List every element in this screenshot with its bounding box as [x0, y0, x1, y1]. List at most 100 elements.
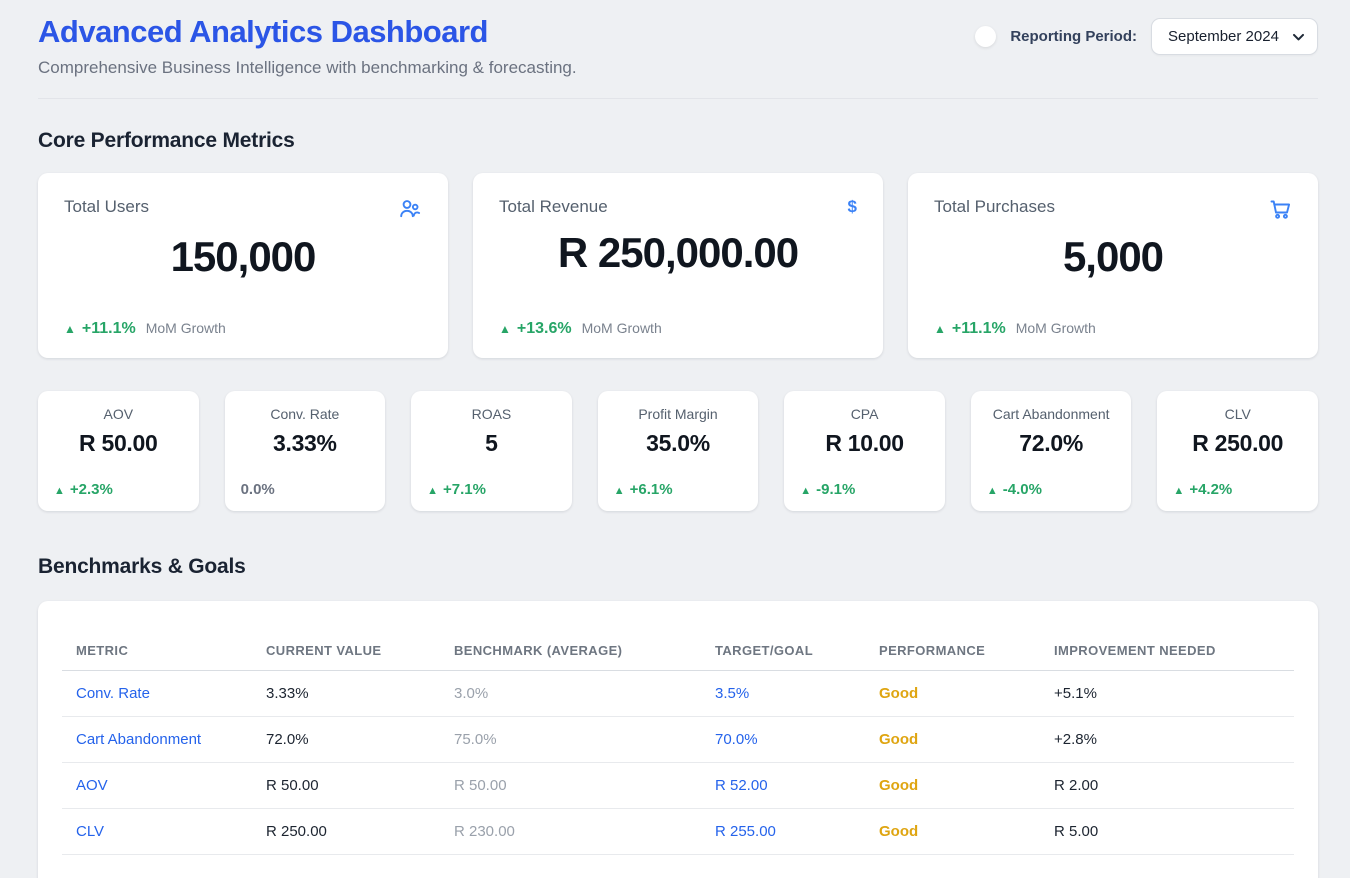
performance-badge: Good: [865, 716, 1040, 763]
benchmark-cell: R 50.00: [440, 762, 701, 809]
kpi-foot: ▲ +13.6% MoM Growth: [499, 320, 857, 338]
kpi-delta-note: MoM Growth: [1015, 320, 1096, 336]
improvement-needed-cell: R 2.00: [1040, 762, 1294, 809]
mini-card-label: Profit Margin: [638, 406, 718, 422]
kpi-foot: ▲ +11.1% MoM Growth: [934, 320, 1292, 338]
benchmark-cell: R 230.00: [440, 808, 701, 855]
table-row: AOV R 50.00 R 50.00 R 52.00 Good R 2.00: [62, 762, 1294, 809]
trend-up-icon: ▲: [934, 322, 946, 336]
mini-card-label: Conv. Rate: [270, 406, 340, 422]
current-value-cell: 72.0%: [252, 716, 440, 763]
kpi-value: 150,000: [170, 233, 317, 280]
target-goal-cell: 70.0%: [701, 716, 865, 763]
table-row: CLV R 250.00 R 230.00 R 255.00 Good R 5.…: [62, 808, 1294, 855]
users-icon: [398, 197, 422, 221]
performance-badge: Good: [865, 762, 1040, 809]
improvement-needed-cell: R 5.00: [1040, 808, 1294, 855]
metric-link[interactable]: AOV: [76, 777, 108, 794]
current-value-cell: R 50.00: [252, 762, 440, 809]
benchmark-cell: 75.0%: [440, 716, 701, 763]
mini-card-delta: ▲ -4.0%: [987, 481, 1116, 498]
trend-up-icon: ▲: [1173, 485, 1185, 497]
benchmark-cell: 3.0%: [440, 670, 701, 717]
mini-card: ROAS 5 ▲ +7.1%: [411, 391, 572, 511]
dollar-icon: $: [848, 197, 857, 217]
current-value-cell: R 250.00: [252, 808, 440, 855]
mini-card-value: 5: [485, 430, 498, 456]
mini-card-delta: ▲ +7.1%: [427, 481, 556, 498]
reporting-period-select[interactable]: September 2024: [1151, 18, 1318, 55]
mini-card-delta: ▲ +4.2%: [1173, 481, 1302, 498]
mini-card-delta-value: +7.1%: [443, 481, 486, 498]
mini-card: Cart Abandonment 72.0% ▲ -4.0%: [970, 391, 1132, 511]
mini-card-value: R 250.00: [1192, 430, 1284, 456]
mini-card-value: R 10.00: [825, 430, 904, 456]
mini-card: Profit Margin 35.0% ▲ +6.1%: [597, 391, 759, 511]
mini-card: CLV R 250.00 ▲ +4.2%: [1157, 391, 1318, 511]
performance-badge: Good: [865, 670, 1040, 717]
performance-badge: Good: [865, 808, 1040, 855]
mini-card-delta-value: +6.1%: [629, 481, 673, 498]
metric-link[interactable]: Cart Abandonment: [76, 731, 202, 748]
benchmarks-table: METRIC CURRENT VALUE BENCHMARK (AVERAGE)…: [62, 619, 1294, 855]
kpi-card-total-revenue: Total Revenue $ R 250,000.00 ▲ +13.6% Mo…: [473, 173, 883, 358]
mini-card-delta-value: -9.1%: [816, 481, 856, 498]
dollar-glyph: $: [847, 197, 857, 216]
mini-card: AOV R 50.00 ▲ +2.3%: [38, 391, 199, 511]
mini-card-value: R 50.00: [79, 430, 158, 456]
col-header-benchmark: BENCHMARK (AVERAGE): [440, 619, 701, 671]
theme-toggle-circle[interactable]: [975, 26, 997, 47]
trend-up-icon: ▲: [986, 485, 998, 497]
improvement-needed-cell: +2.8%: [1040, 716, 1294, 763]
improvement-needed-cell: +5.1%: [1040, 670, 1294, 717]
trend-up-icon: ▲: [613, 485, 625, 497]
kpi-cards-row: Total Users 150,000 ▲ +11.1% MoM Growth: [38, 173, 1318, 358]
target-goal-cell: 3.5%: [701, 670, 865, 717]
kpi-label: Total Purchases: [934, 197, 1055, 216]
col-header-performance: PERFORMANCE: [865, 619, 1040, 671]
kpi-label: Total Users: [64, 197, 150, 216]
mini-card-delta: ▲ +6.1%: [614, 481, 743, 498]
mini-card-value: 72.0%: [1019, 430, 1083, 456]
mini-card-value: 35.0%: [646, 430, 710, 456]
target-goal-cell: R 52.00: [701, 762, 865, 809]
kpi-foot: ▲ +11.1% MoM Growth: [64, 320, 422, 338]
mini-cards-row: AOV R 50.00 ▲ +2.3% Conv. Rate 3.33% ▲ 0…: [38, 391, 1318, 511]
table-header-row: METRIC CURRENT VALUE BENCHMARK (AVERAGE)…: [62, 619, 1294, 671]
col-header-metric: METRIC: [62, 619, 252, 671]
current-value-cell: 3.33%: [252, 670, 440, 717]
header-titles: Advanced Analytics Dashboard Comprehensi…: [38, 14, 577, 78]
kpi-card-head: Total Revenue $: [499, 197, 857, 217]
trend-up-icon: ▲: [64, 322, 76, 336]
mini-card-delta: ▲ +2.3%: [54, 481, 183, 498]
mini-card-value: 3.33%: [272, 430, 337, 456]
trend-up-icon: ▲: [800, 485, 812, 497]
mini-card-label: Cart Abandonment: [992, 406, 1110, 422]
table-row: Cart Abandonment 72.0% 75.0% 70.0% Good …: [62, 716, 1294, 763]
kpi-label: Total Revenue: [499, 197, 608, 216]
target-goal-cell: R 255.00: [701, 808, 865, 855]
mini-card-label: AOV: [103, 406, 134, 422]
kpi-delta: +11.1%: [951, 320, 1006, 337]
kpi-card-total-users: Total Users 150,000 ▲ +11.1% MoM Growth: [38, 173, 448, 358]
kpi-card-head: Total Purchases: [934, 197, 1292, 221]
mini-card-delta: ▲ 0.0%: [241, 481, 370, 498]
kpi-card-total-purchases: Total Purchases 5,000 ▲ +11.1% MoM Growt…: [908, 173, 1318, 358]
mini-card-label: CPA: [850, 406, 879, 422]
trend-up-icon: ▲: [499, 322, 511, 336]
kpi-value: R 250,000.00: [557, 229, 799, 276]
metric-link[interactable]: CLV: [76, 823, 105, 840]
header: Advanced Analytics Dashboard Comprehensi…: [38, 0, 1318, 78]
kpi-delta-note: MoM Growth: [581, 320, 662, 336]
benchmarks-section-title: Benchmarks & Goals: [38, 555, 246, 578]
metric-link[interactable]: Conv. Rate: [76, 685, 150, 702]
header-divider: [38, 98, 1318, 99]
benchmarks-table-card: METRIC CURRENT VALUE BENCHMARK (AVERAGE)…: [38, 601, 1318, 878]
page-subtitle: Comprehensive Business Intelligence with…: [38, 58, 577, 77]
cart-icon: [1268, 197, 1292, 221]
table-row: Conv. Rate 3.33% 3.0% 3.5% Good +5.1%: [62, 670, 1294, 717]
core-metrics-section-title: Core Performance Metrics: [38, 129, 295, 152]
mini-card-delta-value: -4.0%: [1002, 481, 1042, 498]
col-header-current-value: CURRENT VALUE: [252, 619, 440, 671]
